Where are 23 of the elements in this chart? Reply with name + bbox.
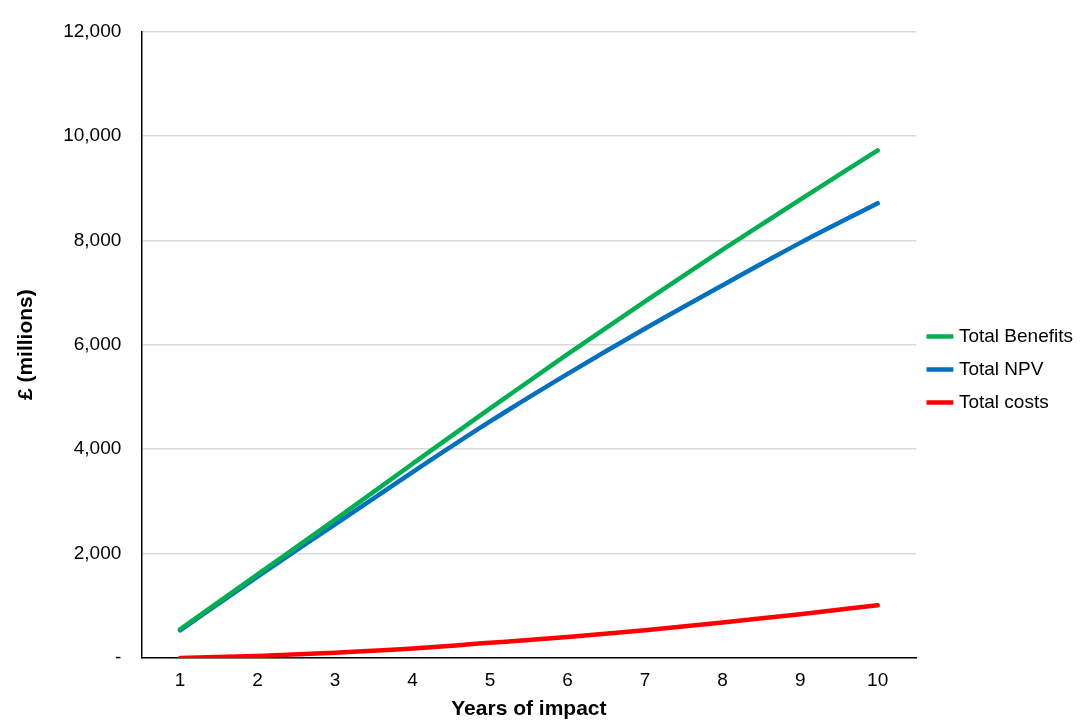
x-tick-label: 9 — [794, 668, 806, 690]
line-series — [177, 603, 880, 658]
legend-label: Total NPV — [958, 357, 1044, 379]
legend-label: Total costs — [958, 390, 1049, 412]
x-tick-label: 5 — [484, 668, 496, 690]
y-tick-label: 8,000 — [73, 228, 122, 250]
x-tick-label: 4 — [407, 668, 419, 690]
x-tick-label: 2 — [252, 668, 263, 690]
y-tick-label: 12,000 — [63, 19, 122, 41]
y-tick-label: 4,000 — [73, 437, 122, 459]
x-tick-label: 10 — [867, 668, 889, 690]
x-tick-label: 3 — [329, 668, 341, 690]
x-axis-title: Years of impact — [451, 696, 607, 720]
y-tick-label: 10,000 — [63, 124, 122, 146]
x-tick-label: 1 — [174, 668, 186, 690]
y-axis-title: £ (millions) — [13, 289, 37, 401]
y-tick-label: 6,000 — [73, 332, 122, 354]
x-tick-label: 6 — [562, 668, 573, 690]
y-tick-label: - — [114, 646, 122, 668]
x-tick-label: 7 — [639, 668, 651, 690]
y-tick-label: 2,000 — [73, 541, 122, 563]
x-tick-label: 8 — [717, 668, 728, 690]
legend-label: Total Benefits — [958, 324, 1074, 346]
